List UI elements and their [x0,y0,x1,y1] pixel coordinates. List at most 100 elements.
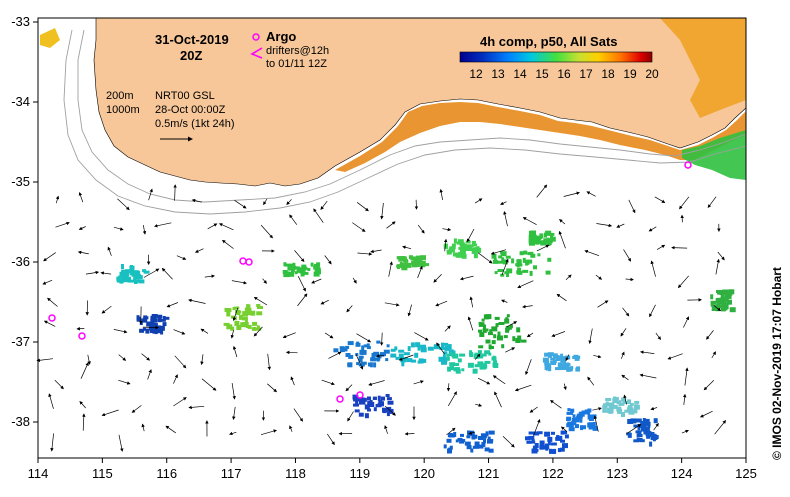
sst-pixel [439,357,445,362]
sst-pixel [410,256,416,260]
sst-pixel [649,442,652,447]
sst-pixel [523,251,527,255]
sst-pixel [294,266,300,269]
sst-pixel [506,273,509,277]
sst-pixel [401,263,404,268]
colorbar-tick-label: 18 [601,67,615,81]
sst-pixel [559,436,562,441]
sst-pixel [119,279,123,284]
sst-pixel [226,312,230,317]
drifter-label: drifters@12h [266,45,329,57]
sst-pixel [484,361,490,364]
sst-pixel [492,357,497,361]
sst-pixel [376,341,380,344]
sst-pixel [295,271,298,274]
sst-pixel [464,244,467,247]
sst-pixel [628,433,632,438]
sst-pixel [459,241,463,244]
colorbar [460,52,652,62]
sst-pixel [728,289,734,294]
sst-pixel [144,271,150,274]
sst-pixel [575,424,579,428]
sst-pixel [145,316,148,319]
sst-pixel [456,439,459,442]
contour-1000-label: 1000m [106,104,140,116]
sst-pixel [387,397,392,400]
sst-pixel [160,330,163,335]
sst-pixel [132,274,136,277]
sst-pixel [414,353,418,358]
sst-pixel [525,261,528,266]
sst-pixel [155,329,158,334]
sst-pixel [163,322,167,326]
colorbar-tick-label: 13 [491,67,505,81]
sst-pixel [365,404,370,409]
time-title: 20Z [180,48,202,63]
sst-pixel [507,314,510,317]
x-tick-label: 125 [735,466,757,481]
sst-pixel [422,359,426,363]
sst-pixel [361,345,364,350]
sst-pixel [447,250,452,255]
x-tick-label: 124 [671,466,693,481]
y-tick-label: -34 [11,94,30,109]
sst-pixel [527,252,531,255]
current-vector [405,434,414,435]
sst-pixel [283,270,288,274]
sst-pixel [550,450,556,454]
sst-pixel [548,366,551,371]
sst-pixel [242,316,248,320]
colorbar-tick-label: 12 [469,67,483,81]
sst-pixel [398,259,402,262]
sst-pixel [545,445,549,449]
sst-pixel [355,409,360,412]
sst-pixel [461,439,465,442]
sst-pixel [711,303,714,307]
colorbar-tick-label: 17 [579,67,593,81]
sst-pixel [307,268,310,271]
sst-pixel [370,402,374,406]
sst-pixel [384,350,390,354]
sst-pixel [348,341,354,345]
sst-pixel [548,441,551,445]
sst-pixel [616,407,621,412]
sst-pixel [710,294,713,299]
sst-pixel [124,279,129,282]
sst-pixel [551,432,555,435]
sst-pixel [557,355,560,358]
sst-pixel [571,422,574,427]
sst-pixel [553,360,557,363]
sst-pixel [373,362,376,367]
sst-pixel [484,365,487,369]
sst-pixel [603,405,607,409]
sst-pixel [421,347,427,352]
sst-pixel [560,356,566,360]
sst-pixel [460,434,464,437]
sst-pixel [486,340,491,344]
sst-pixel [498,269,504,272]
sst-pixel [284,274,287,277]
contour-200-label: 200m [106,90,134,102]
sst-pixel [653,437,658,440]
sst-pixel [540,445,544,450]
sst-pixel [236,325,241,330]
sst-pixel [246,304,249,308]
sst-pixel [481,433,487,438]
sst-pixel [447,357,450,361]
sst-pixel [248,308,251,313]
sst-pixel [539,233,543,238]
sst-pixel [638,431,641,435]
y-tick-label: -37 [11,334,30,349]
x-tick-label: 116 [156,466,177,481]
sst-pixel [575,368,579,372]
sst-pixel [455,363,459,366]
sst-pixel [283,262,286,266]
sst-pixel [468,363,474,368]
sst-pixel [588,415,593,420]
sst-pixel [566,417,571,421]
sst-pixel [576,416,579,421]
sst-pixel [493,363,498,368]
sst-pixel [473,369,478,374]
sst-pixel [453,367,457,371]
sst-pixel [499,322,505,325]
